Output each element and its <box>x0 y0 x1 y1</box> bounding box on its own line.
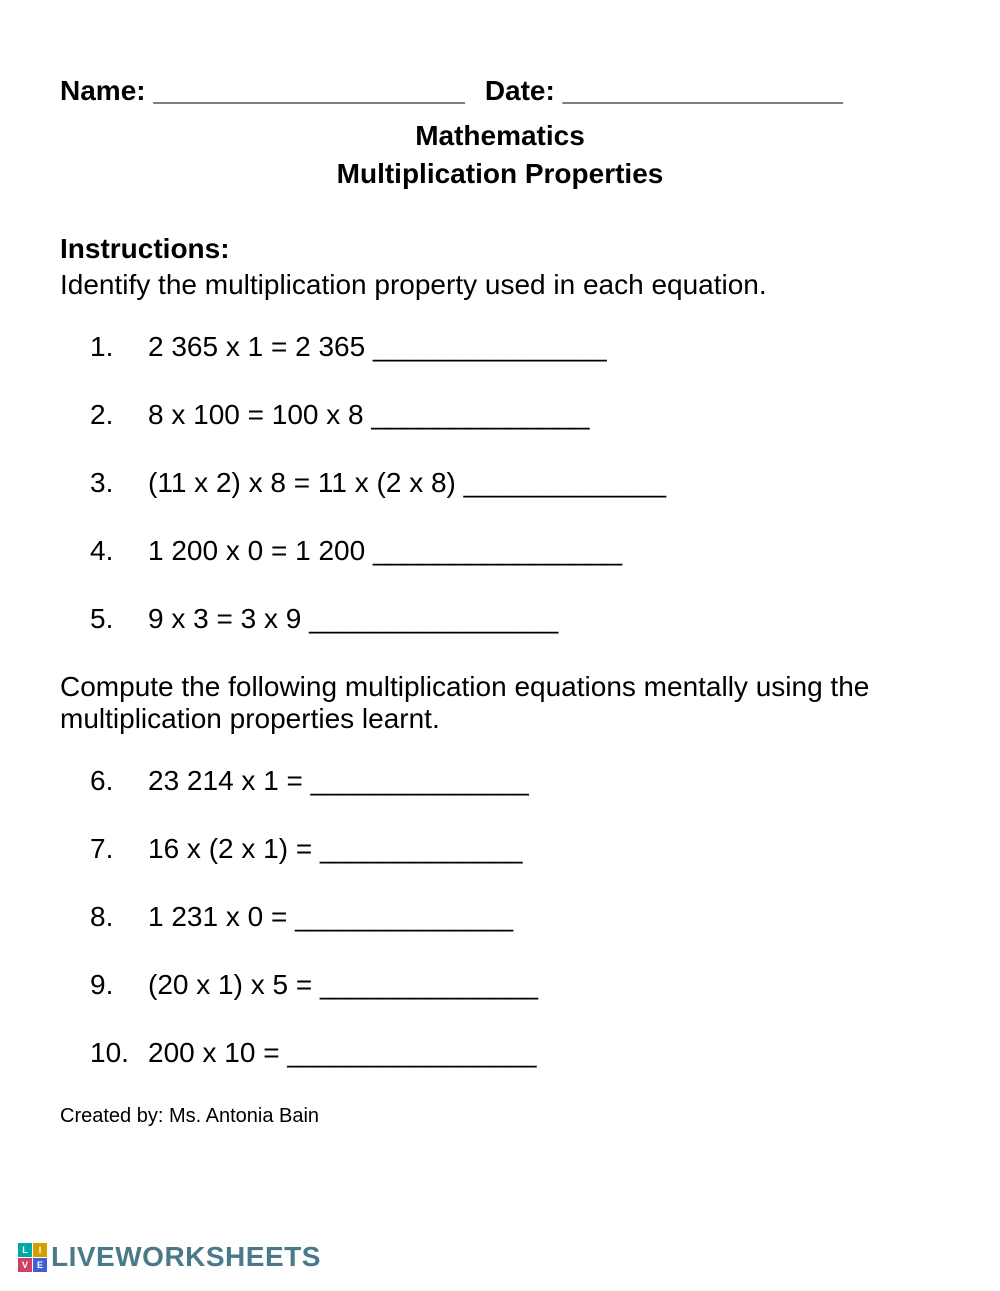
question-text[interactable]: 1 200 x 0 = 1 200 ________________ <box>148 535 622 567</box>
question-text[interactable]: (11 x 2) x 8 = 11 x (2 x 8) ____________… <box>148 467 666 499</box>
logo-box-3: V <box>18 1258 32 1272</box>
question-6: 6. 23 214 x 1 = ______________ <box>90 765 940 797</box>
liveworksheets-logo: L I V E LIVEWORKSHEETS <box>18 1241 321 1273</box>
header-row: Name: ____________________ Date: _______… <box>60 75 940 107</box>
question-text[interactable]: 200 x 10 = ________________ <box>148 1037 537 1069</box>
question-text[interactable]: 2 365 x 1 = 2 365 _______________ <box>148 331 607 363</box>
date-field[interactable]: Date: __________________ <box>485 75 843 107</box>
section1-list: 1. 2 365 x 1 = 2 365 _______________ 2. … <box>60 331 940 635</box>
name-field[interactable]: Name: ____________________ <box>60 75 465 107</box>
worksheet-page: Name: ____________________ Date: _______… <box>0 0 1000 1128</box>
question-5: 5. 9 x 3 = 3 x 9 ________________ <box>90 603 940 635</box>
question-number: 4. <box>90 535 148 567</box>
logo-box-1: L <box>18 1243 32 1257</box>
question-text[interactable]: 8 x 100 = 100 x 8 ______________ <box>148 399 589 431</box>
logo-box-4: E <box>33 1258 47 1272</box>
question-number: 7. <box>90 833 148 865</box>
question-number: 2. <box>90 399 148 431</box>
question-text[interactable]: 1 231 x 0 = ______________ <box>148 901 513 933</box>
question-7: 7. 16 x (2 x 1) = _____________ <box>90 833 940 865</box>
question-number: 3. <box>90 467 148 499</box>
question-number: 9. <box>90 969 148 1001</box>
question-10: 10. 200 x 10 = ________________ <box>90 1037 940 1069</box>
question-text[interactable]: (20 x 1) x 5 = ______________ <box>148 969 538 1001</box>
question-number: 6. <box>90 765 148 797</box>
question-number: 8. <box>90 901 148 933</box>
question-text[interactable]: 23 214 x 1 = ______________ <box>148 765 529 797</box>
question-8: 8. 1 231 x 0 = ______________ <box>90 901 940 933</box>
credit-line: Created by: Ms. Antonia Bain <box>60 1105 940 1128</box>
instructions-text: Identify the multiplication property use… <box>60 269 940 301</box>
instructions-label: Instructions: <box>60 233 940 265</box>
logo-box-2: I <box>33 1243 47 1257</box>
question-text[interactable]: 16 x (2 x 1) = _____________ <box>148 833 522 865</box>
logo-text: LIVEWORKSHEETS <box>51 1241 321 1273</box>
section2-list: 6. 23 214 x 1 = ______________ 7. 16 x (… <box>60 765 940 1069</box>
question-1: 1. 2 365 x 1 = 2 365 _______________ <box>90 331 940 363</box>
question-4: 4. 1 200 x 0 = 1 200 ________________ <box>90 535 940 567</box>
section2-instructions: Compute the following multiplication equ… <box>60 671 940 735</box>
title-line-2: Multiplication Properties <box>60 155 940 193</box>
question-number: 5. <box>90 603 148 635</box>
question-text[interactable]: 9 x 3 = 3 x 9 ________________ <box>148 603 558 635</box>
title-line-1: Mathematics <box>60 117 940 155</box>
question-2: 2. 8 x 100 = 100 x 8 ______________ <box>90 399 940 431</box>
question-number: 1. <box>90 331 148 363</box>
question-number: 10. <box>90 1037 148 1069</box>
question-9: 9. (20 x 1) x 5 = ______________ <box>90 969 940 1001</box>
logo-icon: L I V E <box>18 1243 47 1272</box>
question-3: 3. (11 x 2) x 8 = 11 x (2 x 8) _________… <box>90 467 940 499</box>
title-block: Mathematics Multiplication Properties <box>60 117 940 193</box>
